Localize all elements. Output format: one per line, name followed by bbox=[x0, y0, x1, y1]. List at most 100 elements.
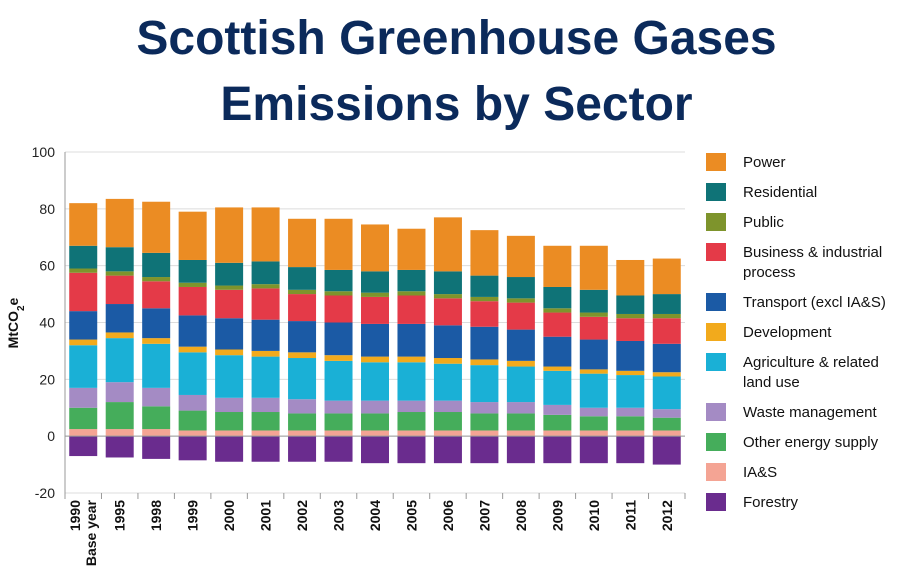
x-tick-label: Base year bbox=[83, 499, 99, 566]
bar-segment bbox=[543, 308, 572, 313]
bar-segment bbox=[324, 436, 353, 462]
legend-label-line: Residential bbox=[743, 184, 817, 201]
legend-swatch bbox=[706, 213, 726, 231]
legend-swatch bbox=[706, 403, 726, 421]
bar-segment bbox=[69, 339, 98, 346]
legend-label: Residential bbox=[743, 184, 817, 201]
y-axis-label-subscript: 2 bbox=[16, 305, 27, 311]
bar-segment bbox=[178, 346, 207, 353]
bar-segment bbox=[470, 275, 499, 297]
bar-segment bbox=[142, 343, 171, 388]
bar-segment bbox=[579, 316, 608, 340]
bar-segment bbox=[142, 406, 171, 430]
bar-segment bbox=[105, 338, 134, 383]
bar-segment bbox=[361, 323, 389, 357]
bar-segment bbox=[616, 313, 645, 319]
legend-label: Power bbox=[743, 154, 786, 171]
bar-segment bbox=[506, 277, 535, 299]
bar-segment bbox=[433, 412, 462, 431]
bar-segment bbox=[470, 301, 499, 327]
bar-segment bbox=[361, 400, 389, 414]
bar-segment bbox=[251, 207, 280, 262]
y-tick-label: 0 bbox=[47, 428, 55, 444]
bar-segment bbox=[579, 436, 608, 464]
legend-label: Public bbox=[743, 214, 784, 231]
bar-segment bbox=[470, 430, 499, 437]
bar-segment bbox=[397, 295, 426, 324]
bar-segment bbox=[105, 436, 134, 458]
bar-segment bbox=[142, 201, 171, 253]
bar-segment bbox=[69, 387, 98, 408]
bar-segment bbox=[324, 269, 353, 292]
bar-segment bbox=[543, 245, 572, 287]
bar-segment bbox=[178, 352, 207, 395]
bar-segment bbox=[616, 416, 645, 431]
x-tick-label: 1995 bbox=[112, 500, 128, 531]
bar-segment bbox=[178, 430, 207, 437]
bar-segment bbox=[288, 399, 317, 414]
y-axis-label-suffix: e bbox=[5, 297, 21, 305]
x-tick-label: 2003 bbox=[331, 500, 347, 531]
bar-segment bbox=[69, 407, 98, 430]
bar-segment bbox=[652, 313, 681, 319]
legend-swatch bbox=[706, 183, 726, 201]
bar-segment bbox=[397, 436, 426, 464]
bar-segment bbox=[652, 409, 681, 418]
bar-segment bbox=[579, 339, 608, 370]
y-axis-label-main: MtCO bbox=[5, 311, 21, 348]
bar-segment bbox=[215, 430, 244, 437]
legend-label-line: Business & industrial bbox=[743, 244, 882, 261]
legend-swatch bbox=[706, 243, 726, 261]
bar-segment bbox=[543, 366, 572, 371]
y-tick-label: -20 bbox=[35, 485, 55, 501]
legend-label: Forestry bbox=[743, 494, 799, 511]
legend-swatch bbox=[706, 293, 726, 311]
bar-segment bbox=[178, 211, 207, 260]
legend-label-line: Forestry bbox=[743, 494, 799, 511]
x-tick-label: 2009 bbox=[549, 500, 565, 531]
bar-segment bbox=[652, 258, 681, 295]
legend-swatch bbox=[706, 353, 726, 371]
bar-segment bbox=[288, 294, 317, 322]
legend-swatch bbox=[706, 153, 726, 171]
bar-segment bbox=[397, 356, 426, 363]
x-tick-label: 2006 bbox=[440, 500, 456, 531]
x-tick-label: 1990 bbox=[67, 500, 83, 531]
bar-segment bbox=[433, 363, 462, 401]
x-tick-label: 2007 bbox=[476, 500, 492, 531]
legend-swatch bbox=[706, 463, 726, 481]
bar-segment bbox=[324, 355, 353, 361]
bar-segment bbox=[433, 294, 462, 299]
bar-segment bbox=[215, 207, 244, 263]
bar-segment bbox=[616, 436, 645, 464]
bar-segment bbox=[288, 218, 317, 268]
bar-segment bbox=[178, 282, 207, 287]
bar-segment bbox=[69, 203, 98, 246]
bar-segment bbox=[361, 362, 389, 401]
bar-segment bbox=[543, 436, 572, 464]
bar-segment bbox=[105, 275, 134, 305]
bar-segment bbox=[178, 315, 207, 347]
x-tick-label: 2000 bbox=[221, 500, 237, 531]
bar-segment bbox=[506, 366, 535, 403]
bar-segment bbox=[579, 416, 608, 431]
bar-segment bbox=[215, 262, 244, 286]
bar-segment bbox=[288, 289, 317, 295]
bar-segment bbox=[616, 259, 645, 296]
bar-segment bbox=[361, 430, 389, 437]
bar-segment bbox=[142, 277, 171, 282]
bar-segment bbox=[251, 397, 280, 413]
legend-label-line: Power bbox=[743, 154, 786, 171]
bar-segment bbox=[579, 289, 608, 313]
bar-segment bbox=[69, 345, 98, 388]
legend-swatch bbox=[706, 323, 726, 341]
bar-segment bbox=[215, 285, 244, 290]
bar-segment bbox=[215, 349, 244, 356]
bar-segment bbox=[506, 329, 535, 361]
bar-segment bbox=[215, 436, 244, 462]
bar-segment bbox=[69, 311, 98, 340]
bar-segment bbox=[397, 323, 426, 357]
bar-segment bbox=[616, 430, 645, 437]
bar-segment bbox=[105, 247, 134, 272]
x-tick-label: 2011 bbox=[622, 500, 638, 531]
